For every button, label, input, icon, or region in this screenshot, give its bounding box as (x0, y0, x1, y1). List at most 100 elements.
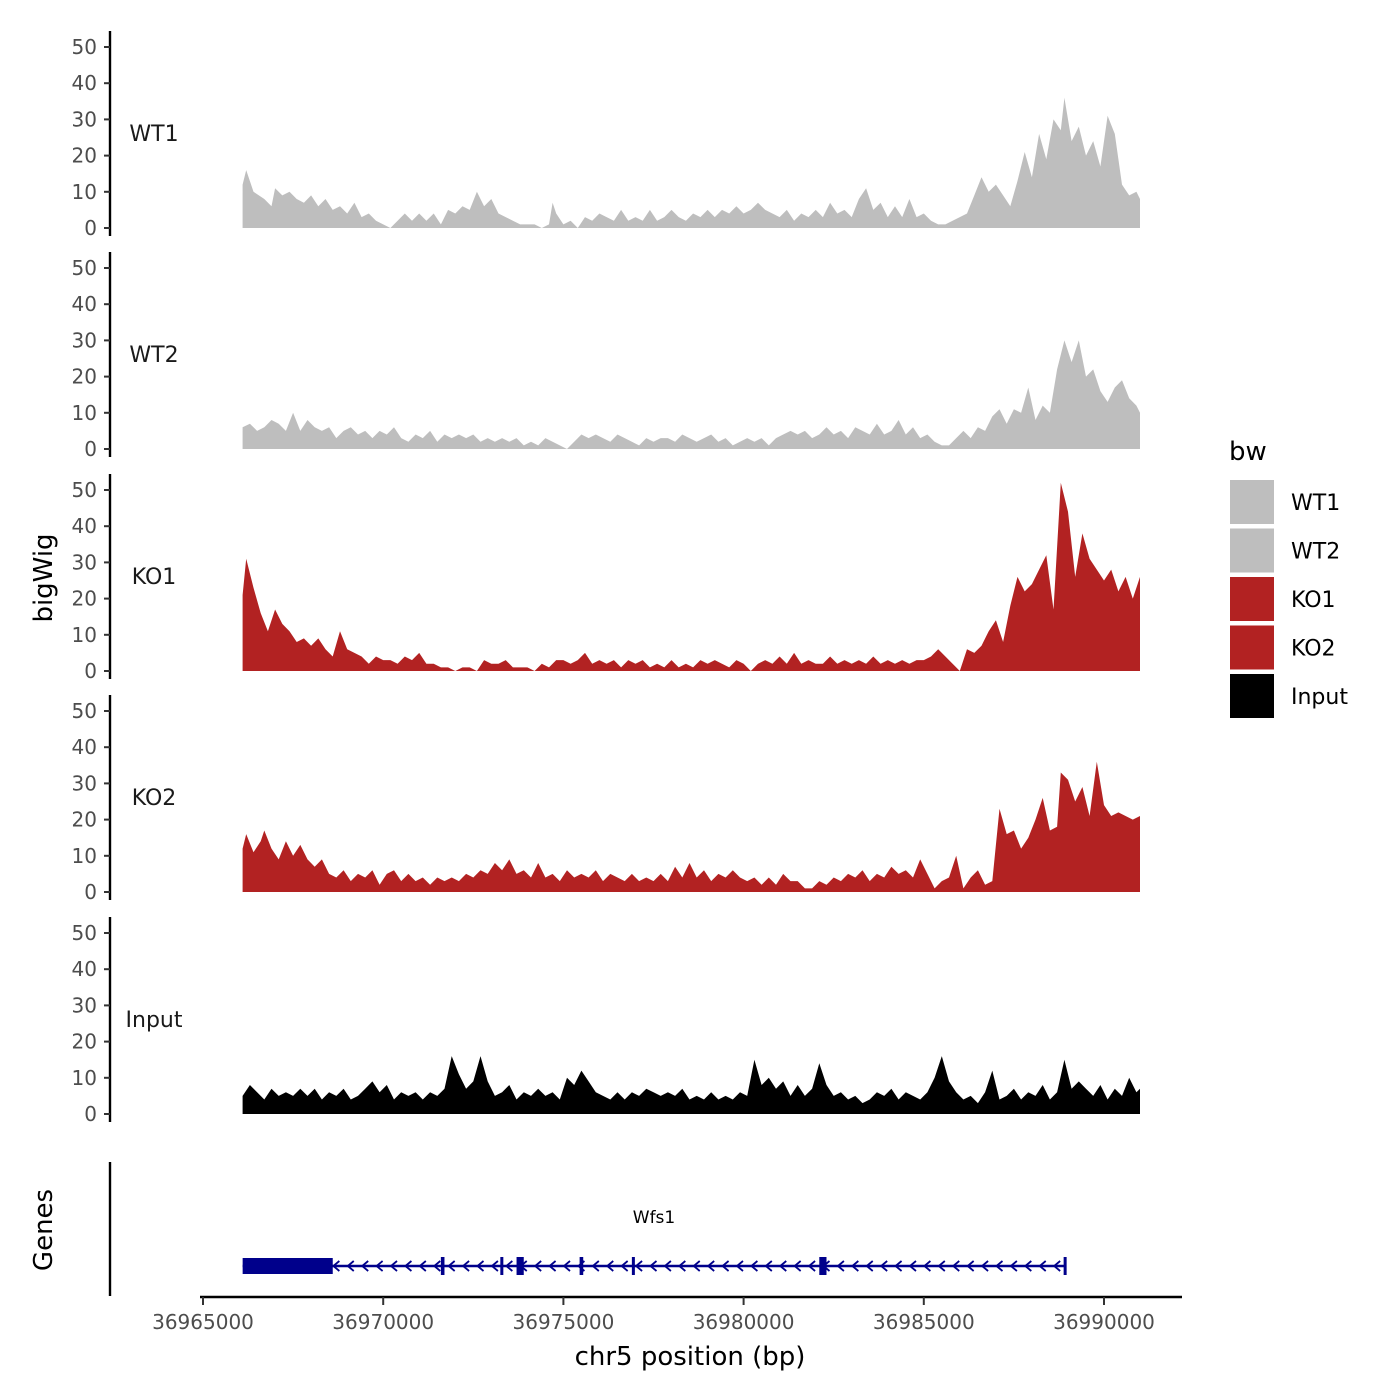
y-tick-label-input-20: 20 (72, 1030, 97, 1054)
strand-arrow (951, 1260, 960, 1272)
track-label-input: Input (126, 1008, 183, 1033)
strand-arrow (995, 1260, 1004, 1272)
strand-arrow (591, 1260, 600, 1272)
strand-arrow (721, 1260, 730, 1272)
y-tick-label-ko1-30: 30 (72, 550, 97, 574)
y-tick-label-ko1-40: 40 (72, 514, 97, 538)
strand-arrow (663, 1260, 672, 1272)
x-tick-label-36975000: 36975000 (513, 1310, 615, 1334)
x-axis: 36965000 36970000 36975000 36980000 36985000… (152, 1295, 1182, 1334)
x-axis-title: chr5 position (bp) (575, 1342, 806, 1372)
strand-arrow (533, 1260, 542, 1272)
x-tick-label-36990000: 36990000 (1053, 1310, 1155, 1334)
strand-arrow (418, 1260, 427, 1272)
strand-arrow (447, 1260, 456, 1272)
gene-exon-2 (440, 1257, 445, 1275)
strand-arrow (605, 1260, 614, 1272)
strand-arrow (331, 1260, 340, 1272)
x-tick-label-36965000: 36965000 (152, 1310, 254, 1334)
strand-arrow (908, 1260, 917, 1272)
legend-swatch-wt2 (1230, 528, 1274, 573)
strand-arrow (404, 1260, 413, 1272)
strand-arrow (850, 1260, 859, 1272)
strand-arrow (1052, 1260, 1061, 1272)
legend-title: bw (1229, 437, 1267, 467)
strand-arrow (562, 1260, 571, 1272)
gene-exon-5 (579, 1257, 584, 1275)
strand-arrow (620, 1260, 629, 1272)
x-tick-label-36970000: 36970000 (332, 1310, 434, 1334)
y-tick-label-wt2-30: 30 (72, 328, 97, 352)
gene-exon-3 (500, 1257, 504, 1275)
y-tick-label-ko2-30: 30 (72, 771, 97, 795)
y-tick-label-wt2-20: 20 (72, 365, 97, 389)
track-ko2: 0 10 20 30 40 50 KO2 (72, 695, 1141, 904)
x-tick-label-36985000: 36985000 (873, 1310, 975, 1334)
y-tick-label-wt1-0: 0 (84, 216, 97, 240)
strand-arrow (360, 1260, 369, 1272)
y-tick-label-ko1-20: 20 (72, 587, 97, 611)
gene-name-label: Wfs1 (633, 1208, 675, 1228)
y-tick-label-ko1-10: 10 (72, 623, 97, 647)
coverage-area-input (242, 1056, 1141, 1114)
track-wt2: 0 10 20 30 40 50 WT2 (72, 252, 1141, 461)
track-input: 0 10 20 30 40 50 Input (72, 917, 1141, 1126)
strand-arrow (865, 1260, 874, 1272)
y-tick-label-input-10: 10 (72, 1066, 97, 1090)
strand-arrow (980, 1260, 989, 1272)
track-panels: 0 10 20 30 40 50 WT1 0 10 20 30 40 50 WT2 0 10 20 30 40 50 K… (72, 31, 1141, 1126)
legend-label-ko2: KO2 (1291, 637, 1336, 662)
y-tick-label-ko2-0: 0 (84, 880, 97, 904)
track-label-wt2: WT2 (129, 343, 178, 368)
strand-arrow (490, 1260, 499, 1272)
strand-arrow (649, 1260, 658, 1272)
strand-arrow (922, 1260, 931, 1272)
y-axis-title: bigWig (29, 533, 59, 622)
strand-arrow (346, 1260, 355, 1272)
strand-arrow (461, 1260, 470, 1272)
gene-exon-1 (242, 1258, 333, 1274)
gene-track-title: Genes (29, 1189, 59, 1271)
gene-exon-8 (1063, 1257, 1067, 1275)
y-tick-label-ko2-50: 50 (72, 699, 97, 723)
y-tick-label-ko2-20: 20 (72, 808, 97, 832)
y-tick-label-input-40: 40 (72, 957, 97, 981)
y-tick-label-ko1-50: 50 (72, 478, 97, 502)
y-tick-label-ko2-40: 40 (72, 735, 97, 759)
y-tick-label-input-50: 50 (72, 921, 97, 945)
legend-label-wt2: WT2 (1291, 540, 1340, 565)
track-wt1: 0 10 20 30 40 50 WT1 (72, 31, 1141, 240)
x-axis-ticks: 36965000 36970000 36975000 36980000 36985000… (152, 1297, 1155, 1334)
y-tick-label-wt2-10: 10 (72, 401, 97, 425)
legend-label-input: Input (1291, 685, 1348, 710)
strand-arrow (389, 1260, 398, 1272)
strand-arrow (476, 1260, 485, 1272)
legend-swatch-input (1230, 674, 1274, 718)
coverage-area-ko1 (242, 482, 1141, 671)
x-tick-label-36980000: 36980000 (693, 1310, 795, 1334)
y-tick-label-ko2-10: 10 (72, 844, 97, 868)
strand-arrow (634, 1260, 643, 1272)
strand-arrow (677, 1260, 686, 1272)
gene-exon-6 (631, 1257, 635, 1275)
strand-arrow (692, 1260, 701, 1272)
y-tick-label-ko1-0: 0 (84, 659, 97, 683)
strand-arrow (807, 1260, 816, 1272)
y-tick-label-wt2-0: 0 (84, 437, 97, 461)
strand-arrow (750, 1260, 758, 1272)
strand-arrow (778, 1260, 787, 1272)
gene-exon-7 (819, 1257, 827, 1275)
strand-arrow (966, 1260, 975, 1272)
strand-arrow (1038, 1260, 1047, 1272)
strand-arrow (375, 1260, 384, 1272)
track-label-ko2: KO2 (132, 786, 177, 811)
coverage-area-wt2 (242, 340, 1141, 449)
strand-arrow (706, 1260, 715, 1272)
strand-arrow (793, 1260, 802, 1272)
track-label-wt1: WT1 (129, 122, 178, 147)
y-tick-label-input-30: 30 (72, 993, 97, 1017)
legend-label-wt1: WT1 (1291, 491, 1340, 516)
y-tick-label-wt2-40: 40 (72, 292, 97, 316)
y-tick-label-wt1-20: 20 (72, 144, 97, 168)
